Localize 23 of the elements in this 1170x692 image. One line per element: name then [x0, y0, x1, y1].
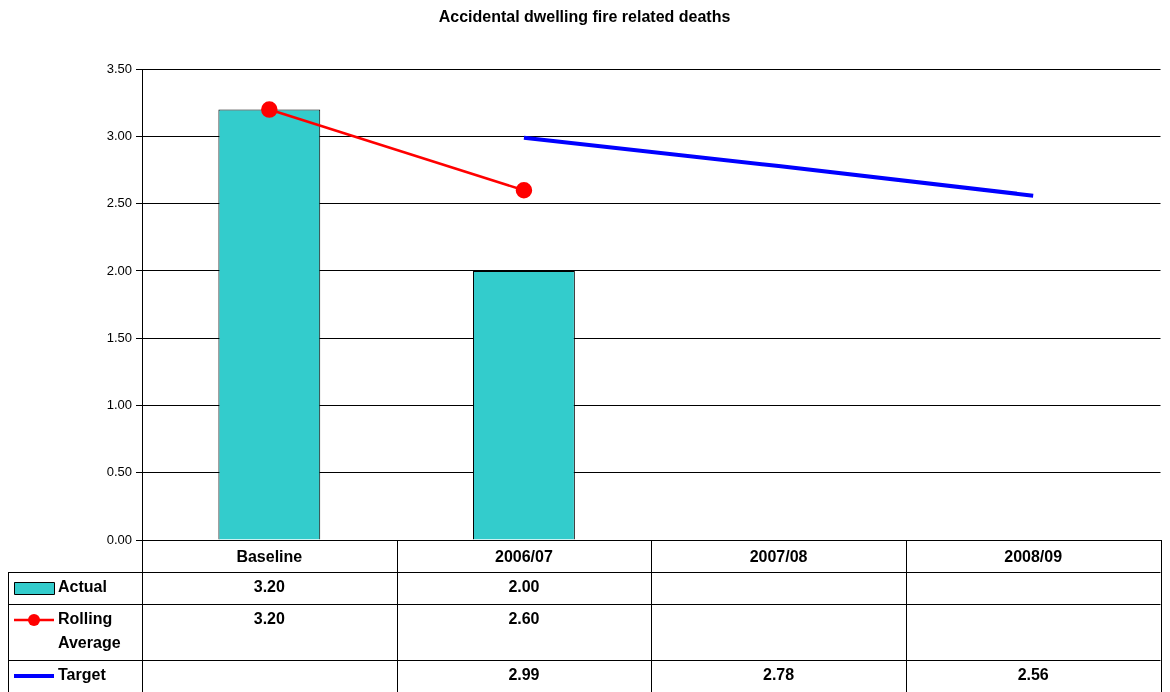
y-tick-label: 2.00: [106, 262, 132, 278]
data-label: 2.00: [508, 578, 540, 596]
legend-label: Target: [58, 666, 107, 684]
legend-label: Rolling Average: [58, 610, 121, 652]
y-tick-label: 0.00: [106, 531, 132, 547]
legend-label: Actual: [58, 578, 107, 596]
data-label: 2.78: [762, 666, 795, 684]
y-tick-label: 0.50: [106, 464, 132, 480]
data-label: 3.20: [253, 610, 285, 628]
x-tick-label: 2008/09: [1004, 548, 1063, 566]
x-tick-label: 2006/07: [495, 548, 553, 566]
y-tick-label: 1.50: [106, 329, 132, 345]
y-tick-label: 2.50: [106, 195, 132, 211]
data-label: 2.56: [1017, 666, 1049, 684]
data-label: 3.20: [253, 578, 285, 596]
data-label: 2.99: [508, 666, 540, 684]
y-tick-label: 3.00: [106, 128, 132, 144]
y-tick-label: 1.00: [106, 397, 132, 413]
data-label: 2.60: [508, 610, 540, 628]
y-tick-label: 3.50: [106, 60, 132, 76]
x-tick-label: Baseline: [236, 548, 303, 566]
chart-title: Accidental dwelling fire related deaths: [438, 8, 731, 26]
x-tick-label: 2007/08: [749, 548, 808, 566]
